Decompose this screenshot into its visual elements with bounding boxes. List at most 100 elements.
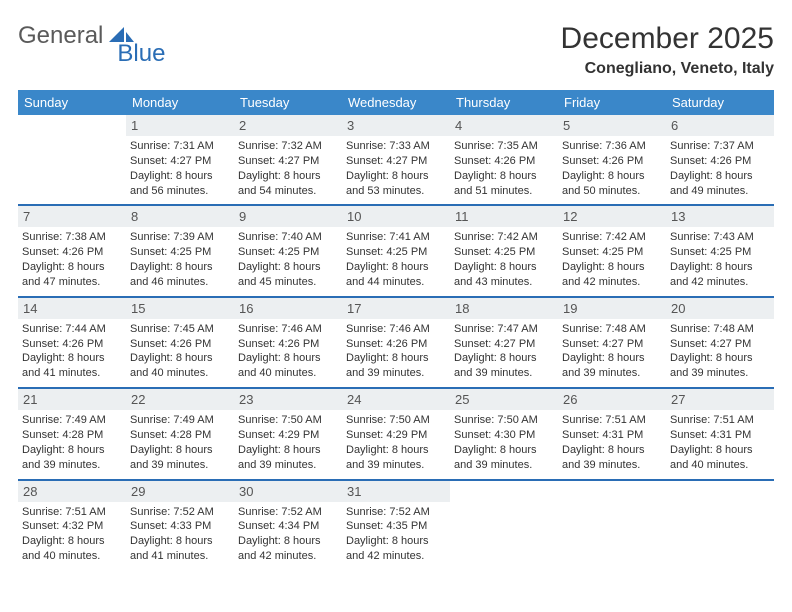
day-number: 11	[450, 206, 558, 227]
day-cell: 11 Sunrise: 7:42 AMSunset: 4:25 PMDayligh…	[450, 206, 558, 295]
day-cell: 3 Sunrise: 7:33 AMSunset: 4:27 PMDaylight…	[342, 115, 450, 204]
day-details: Sunrise: 7:31 AMSunset: 4:27 PMDaylight:…	[130, 139, 230, 198]
calendar-body: .1Sunrise: 7:31 AMSunset: 4:27 PMDayligh…	[18, 115, 774, 570]
day-details: Sunrise: 7:47 AMSunset: 4:27 PMDaylight:…	[454, 322, 554, 381]
day-details: Sunrise: 7:50 AMSunset: 4:29 PMDaylight:…	[346, 413, 446, 472]
day-number: 28	[18, 481, 126, 502]
day-details: Sunrise: 7:51 AMSunset: 4:31 PMDaylight:…	[562, 413, 662, 472]
day-number: 27	[666, 389, 774, 410]
day-number: 3	[342, 115, 450, 136]
weekday-header: Wednesday	[342, 90, 450, 115]
day-details: Sunrise: 7:49 AMSunset: 4:28 PMDaylight:…	[130, 413, 230, 472]
day-details: Sunrise: 7:38 AMSunset: 4:26 PMDaylight:…	[22, 230, 122, 289]
day-cell: 8Sunrise: 7:39 AMSunset: 4:25 PMDaylight…	[126, 206, 234, 295]
day-details: Sunrise: 7:51 AMSunset: 4:31 PMDaylight:…	[670, 413, 770, 472]
day-details: Sunrise: 7:35 AMSunset: 4:26 PMDaylight:…	[454, 139, 554, 198]
weekday-header: Thursday	[450, 90, 558, 115]
day-cell: 18 Sunrise: 7:47 AMSunset: 4:27 PMDayligh…	[450, 298, 558, 387]
day-details: Sunrise: 7:41 AMSunset: 4:25 PMDaylight:…	[346, 230, 446, 289]
day-cell: 19 Sunrise: 7:48 AMSunset: 4:27 PMDayligh…	[558, 298, 666, 387]
weekday-header: Monday	[126, 90, 234, 115]
day-number: 10	[342, 206, 450, 227]
weekday-header: Tuesday	[234, 90, 342, 115]
day-details: Sunrise: 7:40 AMSunset: 4:25 PMDaylight:…	[238, 230, 338, 289]
weekday-header: Sunday	[18, 90, 126, 115]
day-cell: 10 Sunrise: 7:41 AMSunset: 4:25 PMDayligh…	[342, 206, 450, 295]
day-details: Sunrise: 7:42 AMSunset: 4:25 PMDaylight:…	[454, 230, 554, 289]
day-cell: 17 Sunrise: 7:46 AMSunset: 4:26 PMDayligh…	[342, 298, 450, 387]
day-number: 20	[666, 298, 774, 319]
day-number: 23	[234, 389, 342, 410]
day-cell: 29 Sunrise: 7:52 AMSunset: 4:33 PMDayligh…	[126, 481, 234, 570]
day-cell: 24Sunrise: 7:50 AMSunset: 4:29 PMDayligh…	[342, 389, 450, 478]
day-cell: .	[450, 481, 558, 570]
day-number: 18	[450, 298, 558, 319]
day-cell: 6 Sunrise: 7:37 AMSunset: 4:26 PMDaylight…	[666, 115, 774, 204]
header: General Blue December 2025 Conegliano, V…	[18, 22, 774, 78]
day-number: 19	[558, 298, 666, 319]
day-cell: 25 Sunrise: 7:50 AMSunset: 4:30 PMDayligh…	[450, 389, 558, 478]
day-cell: 1 Sunrise: 7:31 AMSunset: 4:27 PMDaylight…	[126, 115, 234, 204]
day-details: Sunrise: 7:52 AMSunset: 4:33 PMDaylight:…	[130, 505, 230, 564]
day-cell: 4 Sunrise: 7:35 AMSunset: 4:26 PMDaylight…	[450, 115, 558, 204]
day-cell: 20 Sunrise: 7:48 AMSunset: 4:27 PMDayligh…	[666, 298, 774, 387]
day-number: 6	[666, 115, 774, 136]
weekday-header: Saturday	[666, 90, 774, 115]
day-number: 2	[234, 115, 342, 136]
day-number: 16	[234, 298, 342, 319]
day-number: 7	[18, 206, 126, 227]
day-number: 4	[450, 115, 558, 136]
day-cell: .	[18, 115, 126, 204]
day-details: Sunrise: 7:37 AMSunset: 4:26 PMDaylight:…	[670, 139, 770, 198]
logo-text-blue: Blue	[117, 40, 165, 68]
day-number: 31	[342, 481, 450, 502]
day-details: Sunrise: 7:50 AMSunset: 4:29 PMDaylight:…	[238, 413, 338, 472]
day-number: 1	[126, 115, 234, 136]
day-details: Sunrise: 7:52 AMSunset: 4:35 PMDaylight:…	[346, 505, 446, 564]
day-details: Sunrise: 7:44 AMSunset: 4:26 PMDaylight:…	[22, 322, 122, 381]
day-cell: 13Sunrise: 7:43 AMSunset: 4:25 PMDayligh…	[666, 206, 774, 295]
day-cell: 5Sunrise: 7:36 AMSunset: 4:26 PMDaylight…	[558, 115, 666, 204]
day-cell: 28 Sunrise: 7:51 AMSunset: 4:32 PMDayligh…	[18, 481, 126, 570]
week-row: .1 Sunrise: 7:31 AMSunset: 4:27 PMDayligh…	[18, 115, 774, 206]
day-details: Sunrise: 7:49 AMSunset: 4:28 PMDaylight:…	[22, 413, 122, 472]
day-cell: 23 Sunrise: 7:50 AMSunset: 4:29 PMDayligh…	[234, 389, 342, 478]
day-number: 15	[126, 298, 234, 319]
day-number: 26	[558, 389, 666, 410]
weekday-header-row: SundayMondayTuesdayWednesdayThursdayFrid…	[18, 90, 774, 115]
day-details: Sunrise: 7:33 AMSunset: 4:27 PMDaylight:…	[346, 139, 446, 198]
day-cell: 31 Sunrise: 7:52 AMSunset: 4:35 PMDayligh…	[342, 481, 450, 570]
day-cell: 27 Sunrise: 7:51 AMSunset: 4:31 PMDayligh…	[666, 389, 774, 478]
day-number: 22	[126, 389, 234, 410]
day-cell: 21Sunrise: 7:49 AMSunset: 4:28 PMDayligh…	[18, 389, 126, 478]
day-number: 29	[126, 481, 234, 502]
week-row: 28 Sunrise: 7:51 AMSunset: 4:32 PMDayligh…	[18, 481, 774, 570]
day-cell: 2Sunrise: 7:32 AMSunset: 4:27 PMDaylight…	[234, 115, 342, 204]
day-cell: 12Sunrise: 7:42 AMSunset: 4:25 PMDayligh…	[558, 206, 666, 295]
day-number: 30	[234, 481, 342, 502]
day-number: 8	[126, 206, 234, 227]
day-details: Sunrise: 7:45 AMSunset: 4:26 PMDaylight:…	[130, 322, 230, 381]
day-cell: 15 Sunrise: 7:45 AMSunset: 4:26 PMDayligh…	[126, 298, 234, 387]
day-number: 25	[450, 389, 558, 410]
day-details: Sunrise: 7:43 AMSunset: 4:25 PMDaylight:…	[670, 230, 770, 289]
day-cell: 22 Sunrise: 7:49 AMSunset: 4:28 PMDayligh…	[126, 389, 234, 478]
logo-text-general: General	[18, 22, 103, 50]
day-details: Sunrise: 7:46 AMSunset: 4:26 PMDaylight:…	[346, 322, 446, 381]
day-details: Sunrise: 7:48 AMSunset: 4:27 PMDaylight:…	[670, 322, 770, 381]
day-cell: 7 Sunrise: 7:38 AMSunset: 4:26 PMDaylight…	[18, 206, 126, 295]
location-label: Conegliano, Veneto, Italy	[561, 60, 774, 78]
day-details: Sunrise: 7:48 AMSunset: 4:27 PMDaylight:…	[562, 322, 662, 381]
day-number: 14	[18, 298, 126, 319]
day-details: Sunrise: 7:51 AMSunset: 4:32 PMDaylight:…	[22, 505, 122, 564]
day-details: Sunrise: 7:52 AMSunset: 4:34 PMDaylight:…	[238, 505, 338, 564]
day-cell: .	[558, 481, 666, 570]
day-details: Sunrise: 7:50 AMSunset: 4:30 PMDaylight:…	[454, 413, 554, 472]
day-cell: 30 Sunrise: 7:52 AMSunset: 4:34 PMDayligh…	[234, 481, 342, 570]
day-number: 9	[234, 206, 342, 227]
week-row: 7 Sunrise: 7:38 AMSunset: 4:26 PMDaylight…	[18, 206, 774, 297]
day-number: 17	[342, 298, 450, 319]
weekday-header: Friday	[558, 90, 666, 115]
day-cell: .	[666, 481, 774, 570]
day-number: 12	[558, 206, 666, 227]
